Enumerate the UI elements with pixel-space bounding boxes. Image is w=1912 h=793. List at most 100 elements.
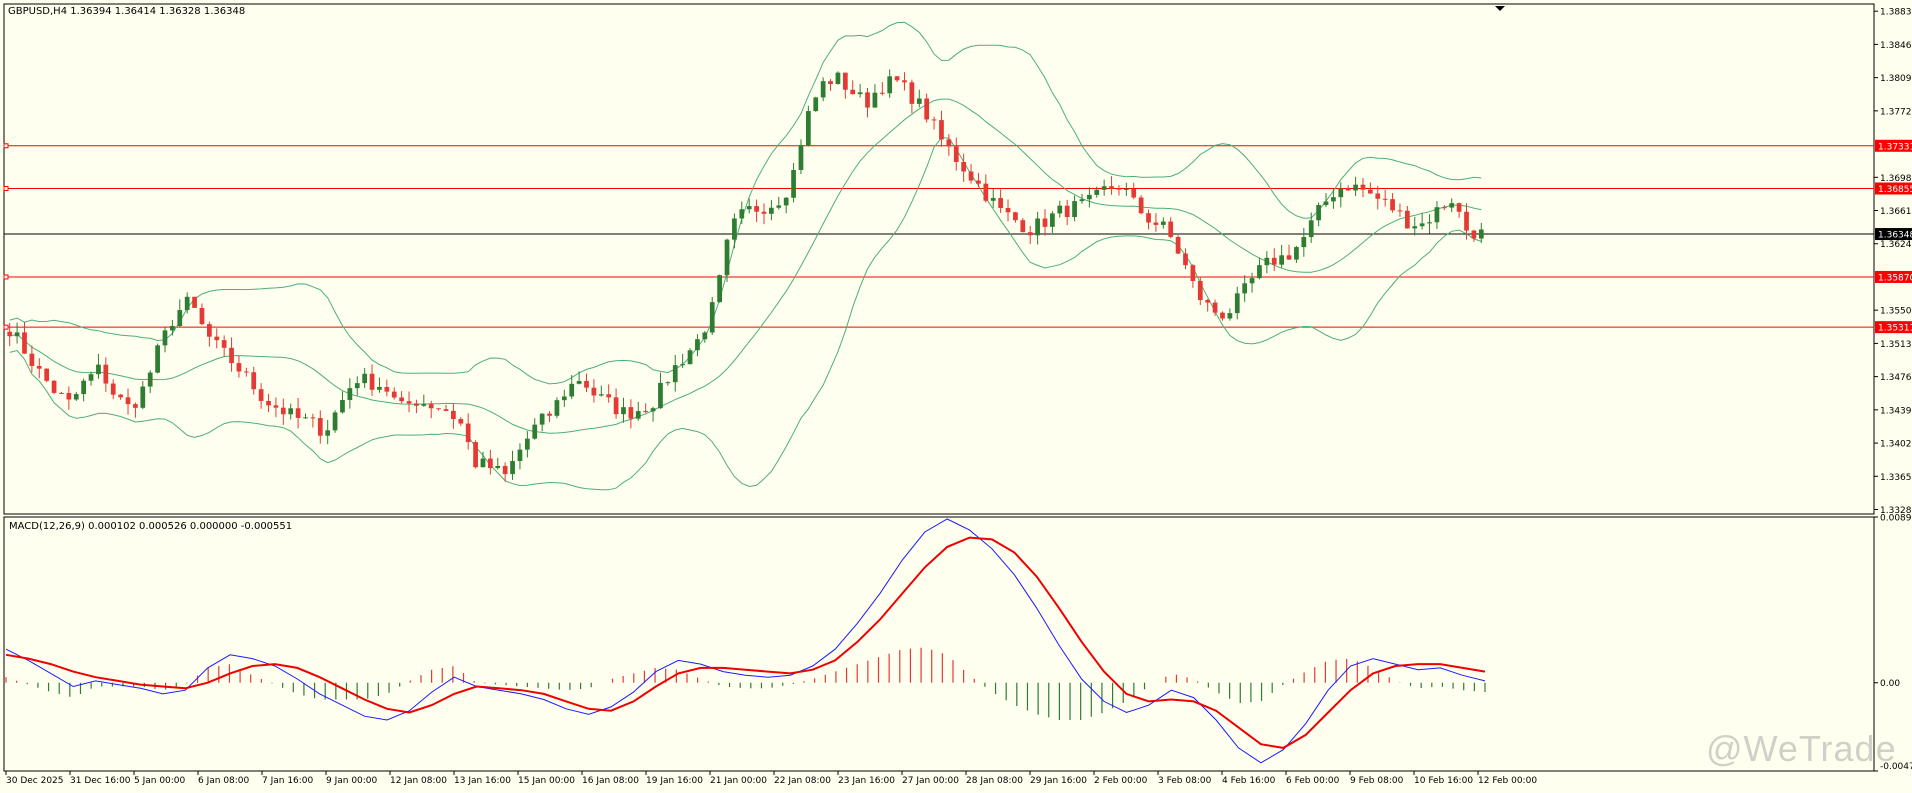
candle-body — [983, 183, 989, 201]
candle-body — [1197, 281, 1203, 301]
macd-header: MACD(12,26,9) 0.000102 0.000526 0.000000… — [9, 521, 292, 532]
candle-body — [377, 386, 382, 390]
candle-body — [953, 146, 959, 162]
price-tick-label: 1.33650 — [1880, 473, 1912, 483]
candle-body — [584, 381, 589, 388]
shift-marker-icon[interactable] — [1495, 6, 1505, 11]
candle-body — [236, 363, 242, 372]
candle-body — [406, 401, 412, 404]
candle-body — [317, 418, 323, 436]
candle-body — [805, 111, 811, 146]
candle-body — [399, 397, 404, 402]
candle-body — [1308, 220, 1314, 238]
price-tick-label: 1.37720 — [1880, 107, 1912, 117]
candle-body — [650, 408, 656, 412]
candle-body — [769, 207, 774, 214]
candle-body — [177, 310, 183, 326]
candle-body — [1087, 194, 1092, 200]
candle-body — [628, 407, 634, 419]
candle-body — [709, 302, 715, 333]
candle-body — [1353, 184, 1358, 191]
bollinger-upper-band — [9, 21, 1482, 385]
candle-body — [916, 98, 922, 104]
candle-body — [125, 397, 131, 405]
time-tick-label: 4 Feb 16:00 — [1222, 776, 1276, 786]
candle-body — [1079, 199, 1085, 202]
candle-body — [547, 413, 552, 416]
candle-body — [1279, 255, 1285, 265]
time-tick-label: 19 Jan 16:00 — [646, 776, 703, 786]
candle-body — [776, 205, 782, 208]
candle-body — [229, 347, 234, 364]
candle-body — [909, 82, 915, 104]
level-anchor-handle — [3, 274, 9, 280]
candle-body — [273, 405, 279, 408]
candle-body — [458, 419, 464, 424]
candle-body — [354, 383, 360, 389]
current-price-tag — [1875, 228, 1912, 241]
price-tick-label: 1.38090 — [1880, 74, 1912, 84]
candle-body — [820, 81, 826, 98]
candle-body — [857, 92, 863, 95]
time-tick-label: 9 Feb 08:00 — [1350, 776, 1404, 786]
candle-body — [7, 331, 13, 337]
candle-body — [1190, 265, 1196, 282]
level-price-tag — [1875, 321, 1912, 334]
macd-indicator: 0.008906 0.00 -0.004742 — [5, 514, 1912, 772]
candle-body — [598, 394, 604, 396]
candle-body — [561, 396, 567, 401]
candle-body — [88, 374, 94, 381]
candle-body — [473, 442, 478, 468]
time-tick-label: 29 Jan 16:00 — [1030, 776, 1087, 786]
candle-body — [732, 218, 737, 240]
candle-body — [606, 394, 612, 398]
candle-body — [369, 373, 375, 390]
candle-body — [1375, 193, 1381, 199]
candle-body — [1064, 205, 1070, 217]
candle-body — [569, 383, 575, 397]
time-axis: 30 Dec 2025 31 Dec 16:00 5 Jan 00:00 6 Jan … — [5, 771, 1537, 786]
candle-body — [665, 382, 671, 384]
candle-body — [1242, 283, 1248, 294]
candle-body — [1449, 203, 1455, 208]
candle-body — [524, 438, 530, 450]
candle-body — [931, 119, 937, 121]
candle-body — [384, 386, 390, 392]
candle-body — [1234, 293, 1240, 314]
candle-body — [835, 72, 841, 84]
current-price-label: 1.36348 — [1878, 231, 1912, 241]
candle-body — [1013, 212, 1018, 221]
level-price-label: 1.37331 — [1878, 142, 1912, 152]
price-panel-frame — [3, 3, 1875, 515]
candle-body — [140, 386, 146, 408]
level-price-label: 1.35311 — [1878, 324, 1912, 334]
candle-body — [1368, 189, 1373, 194]
time-tick-label: 30 Dec 2025 — [6, 776, 64, 786]
time-tick-label: 6 Jan 08:00 — [198, 776, 250, 786]
candle-body — [1382, 198, 1388, 200]
bollinger-bands — [9, 21, 1482, 491]
macd-signal-line — [5, 536, 1486, 749]
watermark: @WeTrade — [1706, 728, 1897, 769]
candle-body — [206, 324, 212, 337]
candle-body — [1338, 188, 1344, 198]
candle-body — [258, 389, 264, 401]
candle-body — [1153, 222, 1159, 225]
candle-body — [1175, 236, 1181, 254]
candle-body — [1131, 188, 1137, 198]
candle-body — [362, 373, 368, 384]
candle-body — [184, 296, 190, 311]
candle-body — [133, 404, 138, 408]
level-anchor-handle — [3, 186, 9, 192]
candle-body — [325, 430, 331, 436]
candle-body — [428, 404, 434, 409]
candle-body — [1323, 201, 1329, 205]
candle-body — [14, 332, 20, 337]
candle-body — [1212, 302, 1218, 313]
candle-body — [1390, 199, 1395, 211]
candles — [7, 69, 1484, 482]
price-tick-label: 1.36980 — [1880, 174, 1912, 184]
candle-body — [288, 408, 294, 415]
candle-body — [303, 417, 308, 419]
